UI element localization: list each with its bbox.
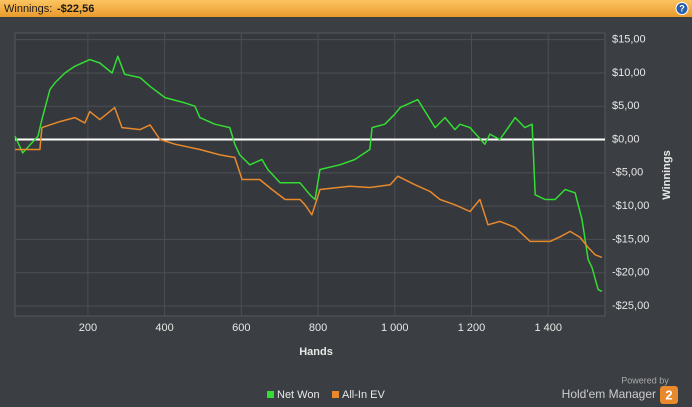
y-tick-label: -$25,00 bbox=[612, 300, 649, 312]
x-tick-label: 600 bbox=[232, 322, 250, 334]
brand: Hold'em Manager bbox=[562, 387, 656, 401]
x-tick-label: 200 bbox=[79, 322, 97, 334]
header-label: Winnings: bbox=[4, 3, 52, 15]
help-icon-text[interactable]: ? bbox=[679, 3, 685, 13]
x-tick-label: 1 200 bbox=[458, 322, 486, 334]
header-bar bbox=[0, 0, 692, 17]
x-axis-label: Hands bbox=[299, 346, 333, 358]
plot-area bbox=[14, 32, 606, 317]
x-tick-label: 800 bbox=[309, 322, 327, 334]
legend-swatch bbox=[332, 391, 339, 398]
y-tick-label: $5,00 bbox=[612, 100, 640, 112]
y-tick-label: $15,00 bbox=[612, 34, 646, 46]
y-tick-label: -$10,00 bbox=[612, 200, 649, 212]
legend-label: Net Won bbox=[277, 389, 320, 401]
x-tick-label: 1 000 bbox=[381, 322, 409, 334]
brand-badge-text: 2 bbox=[665, 387, 672, 402]
y-tick-label: $0,00 bbox=[612, 133, 640, 145]
header-value: -$22,56 bbox=[57, 3, 94, 15]
y-axis-label: Winnings bbox=[661, 150, 673, 199]
legend-swatch bbox=[267, 391, 274, 398]
brand-badge bbox=[660, 386, 678, 404]
legend-label: All-In EV bbox=[342, 389, 385, 401]
powered-by: Powered by bbox=[621, 375, 669, 385]
y-tick-label: -$15,00 bbox=[612, 233, 649, 245]
y-tick-label: -$20,00 bbox=[612, 267, 649, 279]
series-line bbox=[14, 55, 603, 293]
help-icon[interactable] bbox=[675, 2, 689, 15]
x-tick-label: 1 400 bbox=[534, 322, 562, 334]
x-tick-label: 400 bbox=[155, 322, 173, 334]
y-tick-label: $10,00 bbox=[612, 67, 646, 79]
y-tick-label: -$5,00 bbox=[612, 167, 643, 179]
series-line bbox=[15, 106, 603, 259]
